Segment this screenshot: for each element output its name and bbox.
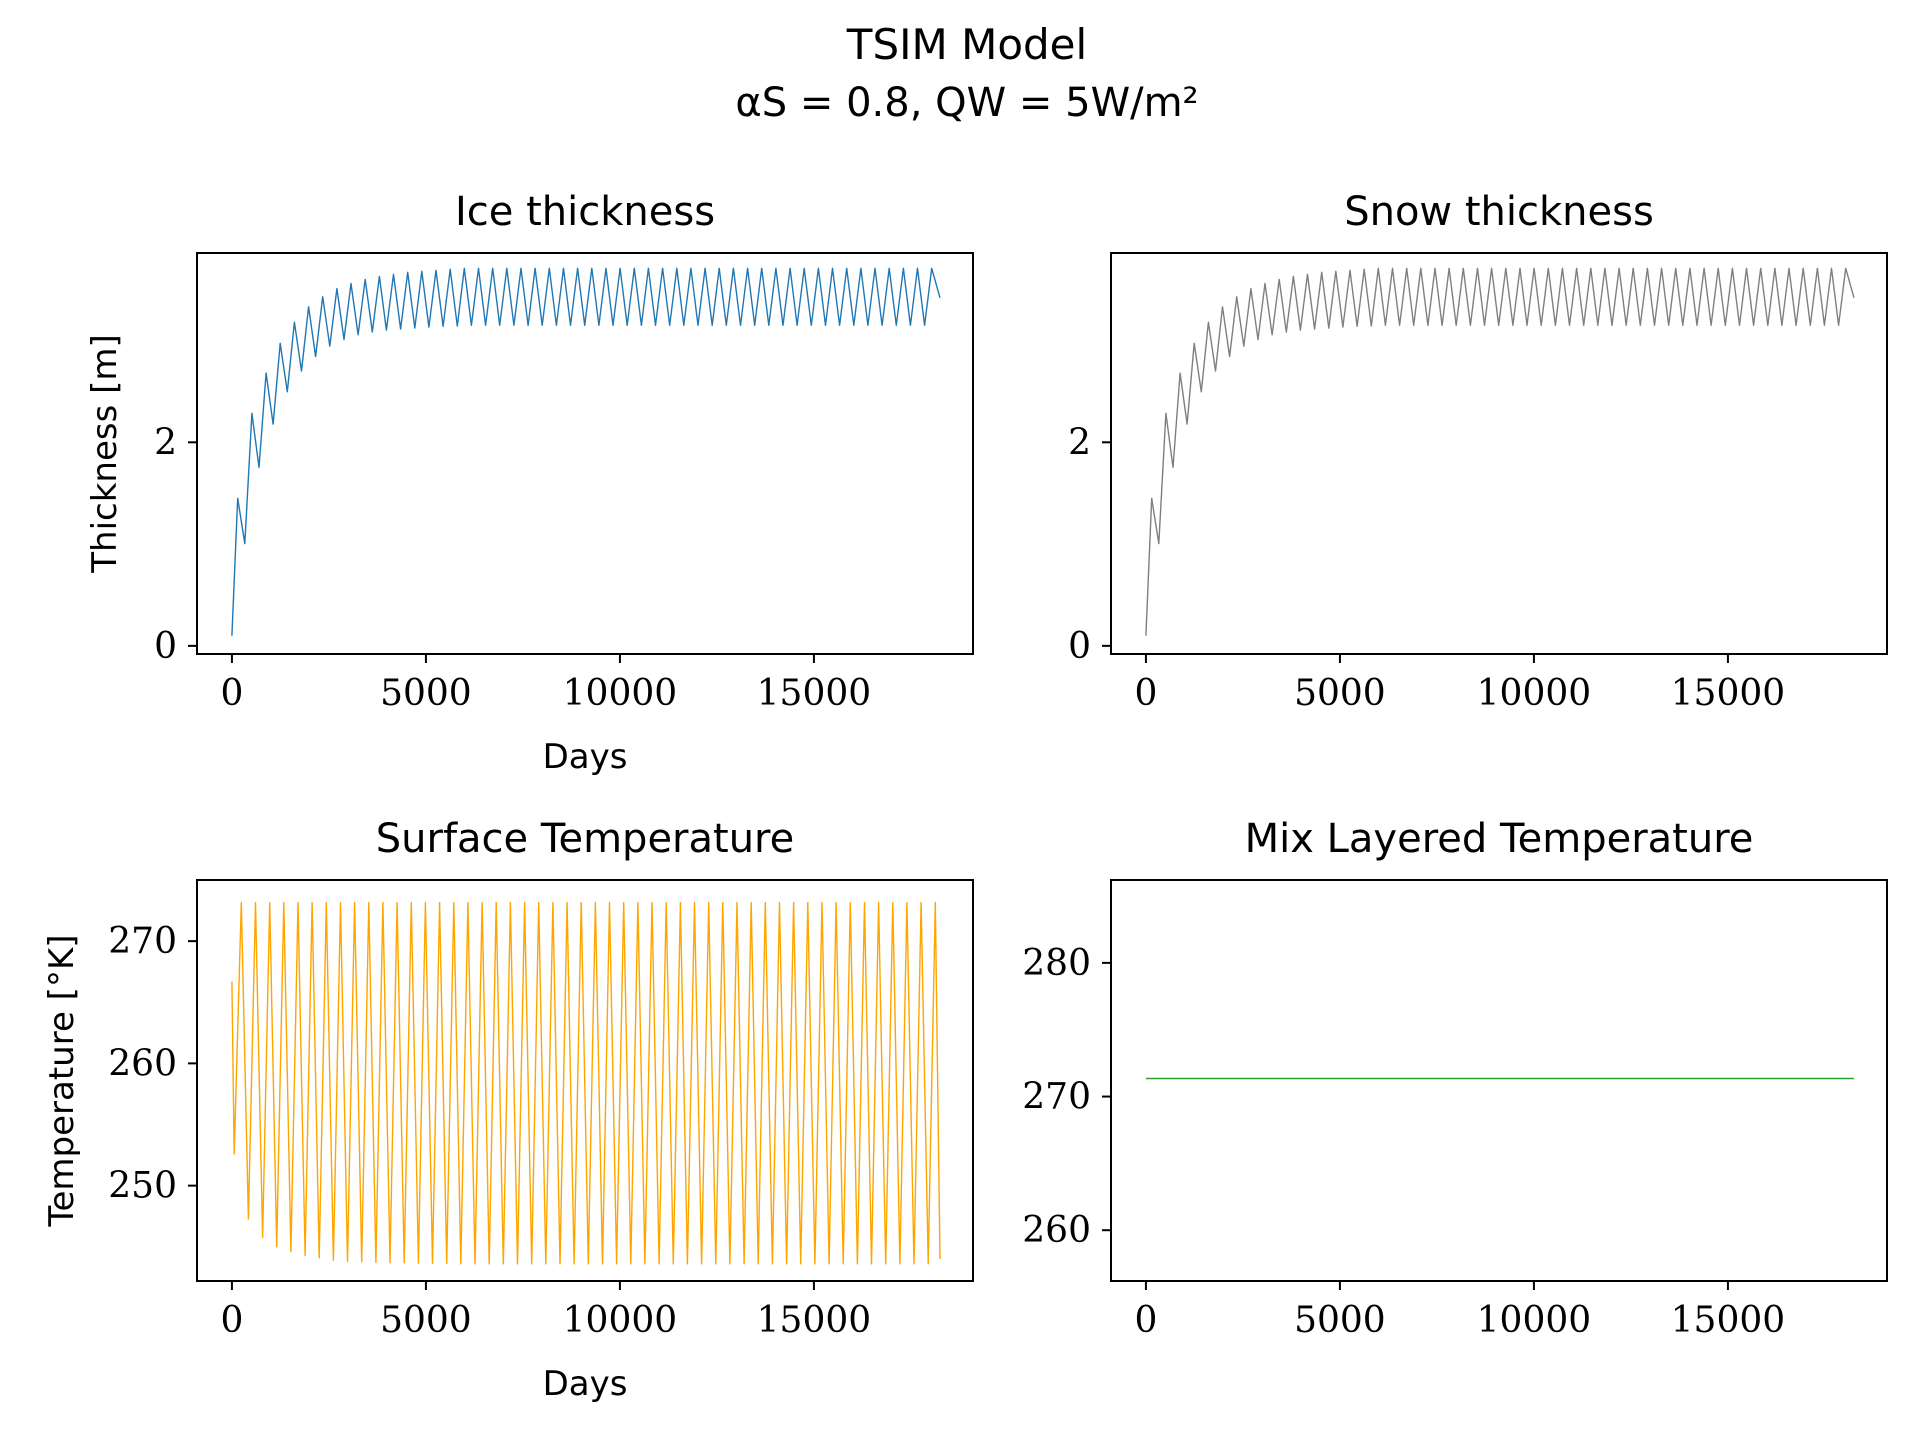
surface-temperature-y-axis-label: Temperature [°K]	[42, 934, 82, 1227]
surface-temperature-y-tick-label: 270	[108, 921, 177, 962]
ice-thickness-x-tick-label: 5000	[380, 673, 472, 714]
snow-thickness-x-tick-label: 15000	[1671, 673, 1786, 714]
mix-layered-temperature-axes-frame	[1110, 879, 1888, 1282]
snow-thickness-panel: Snow thickness 0 5000 10000 15000 0 2	[1068, 189, 1888, 714]
mix-layered-temperature-x-tick-label: 0	[1134, 1300, 1157, 1341]
snow-thickness-axes-frame	[1110, 252, 1888, 655]
surface-temperature-title: Surface Temperature	[376, 816, 794, 862]
surface-temperature-y-tick-label: 260	[108, 1043, 177, 1084]
mix-layered-temperature-x-tick-label: 10000	[1477, 1300, 1592, 1341]
figure-subtitle: αS = 0.8, QW = 5W/m²	[735, 80, 1198, 126]
snow-thickness-series-line	[1145, 267, 1855, 636]
surface-temperature-y-tick-label: 250	[108, 1166, 177, 1207]
surface-temperature-panel: Surface Temperature 0 5000 10000 15000 250 260…	[42, 816, 974, 1404]
snow-thickness-x-tick-label: 0	[1134, 673, 1157, 714]
ice-thickness-series-line	[231, 267, 941, 636]
surface-temperature-x-tick-label: 5000	[380, 1300, 472, 1341]
surface-temperature-x-tick-label: 10000	[563, 1300, 678, 1341]
surface-temperature-axes-frame	[196, 879, 974, 1282]
mix-layered-temperature-y-tick-label: 280	[1022, 943, 1091, 984]
mix-layered-temperature-y-tick-label: 270	[1022, 1077, 1091, 1118]
snow-thickness-x-tick-label: 5000	[1294, 673, 1386, 714]
snow-thickness-y-tick-label: 0	[1068, 626, 1091, 667]
ice-thickness-panel: Ice thickness 0 5000 10000 15000 0 2 Days Thickn…	[85, 189, 974, 777]
ice-thickness-y-axis-label: Thickness [m]	[85, 334, 125, 574]
snow-thickness-y-tick-label: 2	[1068, 422, 1091, 463]
snow-thickness-x-tick-label: 10000	[1477, 673, 1592, 714]
ice-thickness-y-tick-label: 2	[154, 422, 177, 463]
mix-layered-temperature-title: Mix Layered Temperature	[1245, 816, 1754, 862]
surface-temperature-x-axis-label: Days	[543, 1364, 628, 1404]
mix-layered-temperature-x-tick-label: 5000	[1294, 1300, 1386, 1341]
surface-temperature-x-tick-label: 0	[220, 1300, 243, 1341]
ice-thickness-axes-frame	[196, 252, 974, 655]
surface-temperature-series-line	[231, 901, 941, 1265]
ice-thickness-x-tick-label: 15000	[757, 673, 872, 714]
ice-thickness-x-axis-label: Days	[543, 737, 628, 777]
figure-title: TSIM Model	[846, 20, 1087, 69]
ice-thickness-x-tick-label: 10000	[563, 673, 678, 714]
ice-thickness-y-tick-label: 0	[154, 626, 177, 667]
snow-thickness-title: Snow thickness	[1344, 189, 1654, 235]
mix-layered-temperature-x-tick-label: 15000	[1671, 1300, 1786, 1341]
mix-layered-temperature-panel: Mix Layered Temperature 0 5000 10000 15000 26…	[1022, 816, 1888, 1341]
surface-temperature-x-tick-label: 15000	[757, 1300, 872, 1341]
mix-layered-temperature-y-tick-label: 260	[1022, 1210, 1091, 1251]
ice-thickness-title: Ice thickness	[455, 189, 715, 235]
ice-thickness-x-tick-label: 0	[220, 673, 243, 714]
